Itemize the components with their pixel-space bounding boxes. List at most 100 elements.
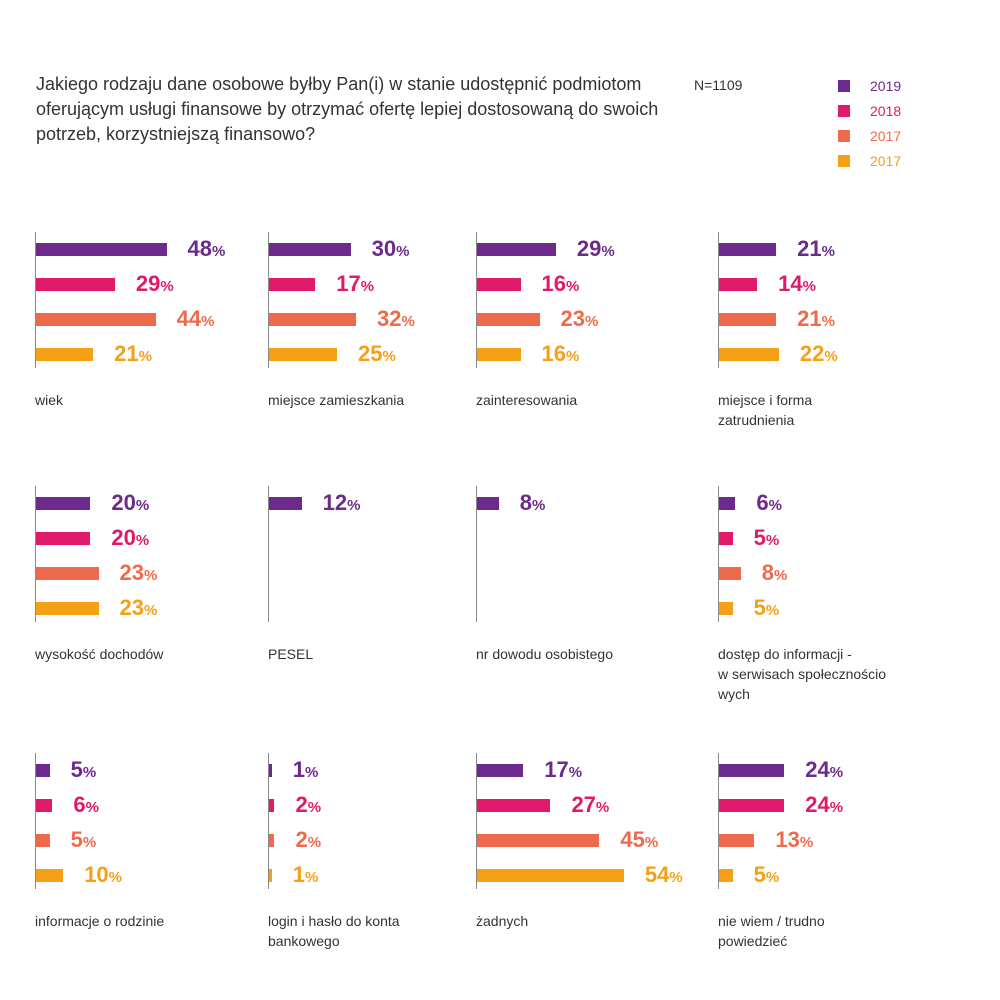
axis-line <box>476 486 477 622</box>
value-number: 2 <box>295 827 308 852</box>
value-number: 24 <box>805 757 830 782</box>
value-number: 10 <box>84 862 109 887</box>
value-unit: % <box>601 243 615 260</box>
value-label: 30% <box>372 237 410 264</box>
bar <box>269 243 351 256</box>
bar <box>719 313 777 326</box>
bar <box>477 313 540 326</box>
value-number: 5 <box>753 525 766 550</box>
bar <box>36 497 91 510</box>
category-label: informacje o rodzinie <box>35 913 165 929</box>
panel-6: 8% nr dowodu osobistego <box>476 486 706 726</box>
legend-swatch-2017b <box>838 154 850 167</box>
value-number: 29 <box>576 236 602 261</box>
axis-line <box>268 232 269 368</box>
legend-label-2018: 2018 <box>870 102 902 119</box>
value-unit: % <box>532 497 546 514</box>
value-number: 32 <box>377 306 402 331</box>
bar <box>36 532 91 545</box>
bar <box>719 764 785 777</box>
legend-item-2017b: 2017 <box>838 148 901 173</box>
value-number: 21 <box>797 306 822 331</box>
value-unit: % <box>669 869 683 886</box>
bar <box>719 497 736 510</box>
bar <box>269 799 275 812</box>
value-number: 44 <box>176 306 202 331</box>
bar <box>269 834 275 847</box>
value-label: 5% <box>71 828 97 855</box>
legend-label-2019: 2019 <box>870 77 902 94</box>
value-unit: % <box>304 764 319 781</box>
legend-swatch-2018 <box>838 104 850 117</box>
value-label: 24% <box>805 793 843 820</box>
bar <box>477 834 600 847</box>
value-number: 8 <box>519 490 532 515</box>
value-number: 22 <box>799 341 825 366</box>
value-number: 5 <box>753 862 766 887</box>
bar <box>269 278 316 291</box>
bar <box>477 869 624 882</box>
axis-line <box>268 753 269 889</box>
value-unit: % <box>401 313 415 330</box>
value-number: 17 <box>544 757 569 782</box>
value-number: 5 <box>70 827 83 852</box>
axis-line <box>718 753 719 889</box>
value-unit: % <box>774 567 788 584</box>
value-number: 54 <box>644 862 670 887</box>
legend: 2019 2018 2017 2017 <box>838 73 901 173</box>
value-label: 14% <box>778 272 816 299</box>
legend-swatch-2017a <box>838 129 850 142</box>
bar <box>477 764 524 777</box>
value-unit: % <box>382 348 396 365</box>
bar <box>269 764 272 777</box>
value-label: 45% <box>620 828 658 855</box>
axis-line <box>268 486 269 622</box>
legend-label-2017a: 2017 <box>870 127 902 144</box>
value-unit: % <box>595 799 610 816</box>
value-unit: % <box>360 278 375 295</box>
panel-4: 20% 20% 23% 23% wysokość dochodów <box>35 486 265 726</box>
bar <box>36 834 50 847</box>
value-number: 6 <box>73 792 86 817</box>
bar <box>719 532 733 545</box>
value-number: 6 <box>756 490 769 515</box>
axis-line <box>35 232 36 368</box>
value-number: 14 <box>778 271 803 296</box>
bar <box>36 799 53 812</box>
value-unit: % <box>201 313 215 330</box>
value-label: 6% <box>73 793 99 820</box>
panel-3: 21% 14% 21% 22% miejsce i forma zatrudnienia <box>718 232 948 472</box>
value-unit: % <box>307 834 322 851</box>
category-label: zainteresowania <box>476 392 578 408</box>
value-label: 5% <box>754 596 780 623</box>
value-number: 5 <box>753 595 766 620</box>
panel-5: 12% PESEL <box>268 486 498 726</box>
value-unit: % <box>85 799 99 816</box>
value-label: 10% <box>84 863 122 890</box>
value-label: 1% <box>293 863 319 890</box>
bar <box>719 243 777 256</box>
value-unit: % <box>821 243 835 260</box>
value-unit: % <box>799 834 814 851</box>
legend-item-2017a: 2017 <box>838 123 901 148</box>
value-number: 21 <box>797 236 822 261</box>
category-label: login i hasło do konta bankowego <box>268 913 400 949</box>
value-number: 2 <box>295 792 308 817</box>
value-unit: % <box>135 497 150 514</box>
bar <box>477 348 521 361</box>
bar <box>269 313 357 326</box>
legend-item-2019: 2019 <box>838 73 901 98</box>
panel-10: 17% 27% 45% 54% żadnych <box>476 753 706 993</box>
legend-label-2017b: 2017 <box>870 152 902 169</box>
value-unit: % <box>821 313 835 330</box>
category-label: miejsce i forma zatrudnienia <box>718 392 813 428</box>
axis-line <box>35 753 36 889</box>
value-number: 1 <box>292 862 305 887</box>
value-label: 17% <box>544 758 582 785</box>
bar <box>719 602 733 615</box>
category-label: wysokość dochodów <box>35 646 164 662</box>
bar <box>36 602 99 615</box>
value-unit: % <box>396 243 410 260</box>
value-unit: % <box>108 869 123 886</box>
value-number: 23 <box>119 560 145 585</box>
